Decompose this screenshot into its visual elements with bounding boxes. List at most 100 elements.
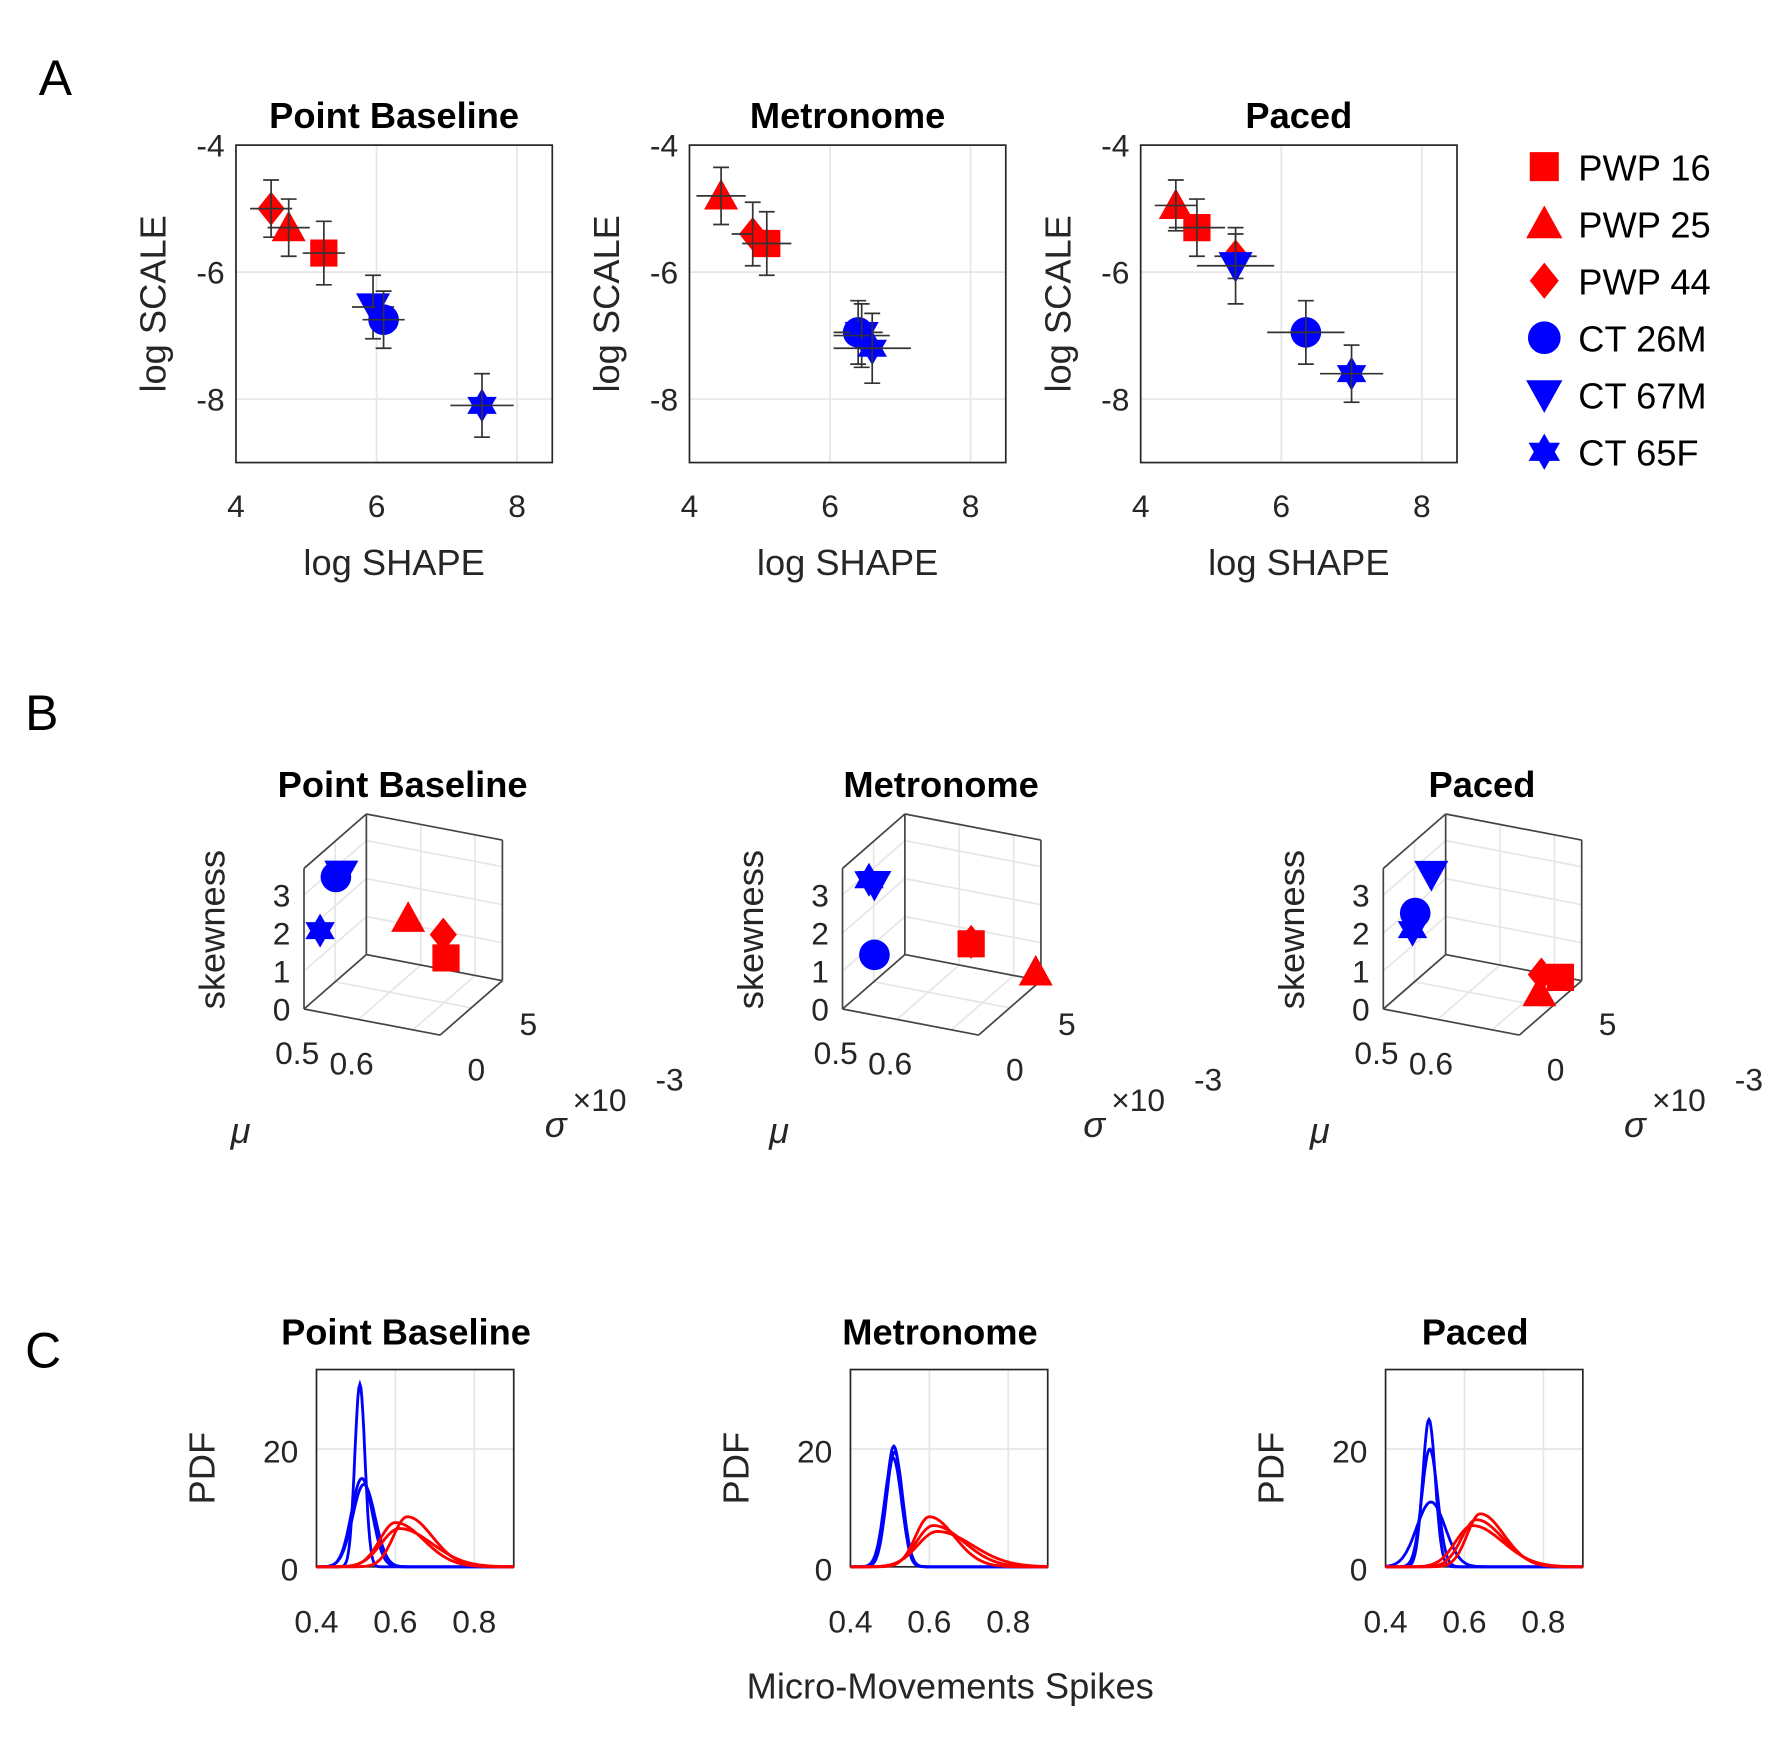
subplot-c-1: Metronome 0.4 0.6 0.8 0 20 PDF: [715, 1312, 1049, 1640]
z-tick-label: 0: [273, 991, 291, 1027]
y-tick-label: -8: [196, 381, 224, 417]
z-axis-label: skewness: [192, 850, 233, 1009]
data-point-pwp-25: [1522, 975, 1557, 1007]
data-point-ct-26m: [859, 939, 890, 971]
sigma-axis-label: σ: [1083, 1104, 1106, 1145]
y-tick-label: -6: [196, 254, 224, 290]
x-tick-label: 0.8: [1521, 1604, 1565, 1640]
axes-edge: [1445, 813, 1582, 841]
axes-edge: [1382, 813, 1447, 870]
y-axis-label: PDF: [181, 1432, 222, 1505]
grid-line: [366, 877, 503, 906]
error-bar: [1168, 198, 1226, 258]
x-tick-label: 0.4: [294, 1604, 338, 1640]
mu-axis-label: μ: [768, 1110, 789, 1151]
data-point-ct-65f: [305, 913, 335, 948]
axes-edge: [1382, 953, 1447, 1010]
x-tick-label: 0.8: [986, 1604, 1030, 1640]
pdf-curve-ct: [316, 1482, 514, 1569]
sigma-axis-label: σ: [545, 1104, 568, 1145]
legend-marker-ct-67m: [1526, 380, 1563, 413]
x-tick-label: 0.4: [828, 1604, 872, 1640]
error-bar: [1267, 299, 1345, 366]
z-tick-label: 2: [811, 915, 829, 951]
x-tick-label: 4: [227, 488, 245, 524]
x-tick-label: 0.8: [452, 1604, 496, 1640]
panel-c: Point Baseline 0.4 0.6 0.8 0 20 PDF Metronome 0.…: [181, 1312, 1584, 1640]
legend-marker-pwp-25: [1526, 205, 1563, 239]
axes-edge: [841, 813, 906, 870]
x-axis-label: log SHAPE: [1208, 542, 1389, 583]
y-tick-label: -4: [650, 127, 678, 163]
x-axis-label: log SHAPE: [757, 542, 938, 583]
mu-tick-label: 0.6: [1409, 1046, 1453, 1082]
subplot-c-0: Point Baseline 0.4 0.6 0.8 0 20 PDF: [181, 1312, 531, 1640]
x-axis-label: log SHAPE: [303, 542, 484, 583]
x-tick-label: 4: [1132, 488, 1150, 524]
error-bar: [833, 302, 890, 369]
subplot-title: Point Baseline: [278, 764, 528, 805]
axes-box: [1384, 1368, 1584, 1568]
data-point-ct-26m: [1399, 897, 1431, 929]
data-point-pwp-16: [1546, 963, 1575, 992]
pdf-curve-pwp: [316, 1527, 514, 1569]
sigma-exponent: ×10: [1111, 1082, 1165, 1118]
y-axis-label: log SCALE: [586, 215, 627, 392]
x-tick-label: 6: [821, 488, 839, 524]
axes-edge: [904, 953, 1042, 982]
legend-label: CT 26M: [1578, 318, 1706, 359]
mu-axis-label: μ: [230, 1110, 251, 1151]
legend-label: CT 67M: [1578, 375, 1706, 416]
x-tick-label: 8: [962, 488, 980, 524]
y-tick-label: -6: [1101, 254, 1129, 290]
z-tick-label: 1: [1352, 953, 1370, 989]
sigma-exponent-power: -3: [1735, 1062, 1763, 1098]
error-bar: [362, 290, 405, 350]
y-tick-label: 20: [263, 1434, 298, 1470]
sigma-tick-label: 5: [519, 1006, 537, 1042]
subplot-c-2: Paced 0.4 0.6 0.8 0 20 PDF: [1251, 1312, 1584, 1640]
grid-line: [366, 839, 503, 868]
subplot-title: Metronome: [843, 764, 1038, 805]
x-tick-label: 0.6: [373, 1604, 417, 1640]
panel-a: Point Baseline 4 6 8 -4 -6 -8 log SHAPE log SCAL…: [133, 95, 1458, 583]
x-tick-label: 4: [681, 488, 699, 524]
error-bar: [696, 166, 746, 226]
sigma-exponent: ×10: [1652, 1082, 1706, 1118]
panel-letter-c: C: [25, 1322, 61, 1378]
axes-box: [1139, 144, 1458, 464]
error-bar: [1319, 344, 1384, 404]
x-tick-label: 8: [1413, 488, 1431, 524]
error-bar: [833, 312, 911, 385]
panel-letter-a: A: [39, 50, 73, 106]
mu-tick-label: 0.6: [868, 1046, 912, 1082]
y-axis-label: PDF: [715, 1432, 756, 1505]
subplot-a-1: Metronome 4 6 8 -4 -6 -8 log SHAPE log SCALE: [586, 95, 1007, 583]
y-tick-label: 0: [815, 1551, 833, 1587]
subplot-title: Point Baseline: [269, 95, 519, 136]
legend-label: PWP 16: [1578, 147, 1710, 188]
x-tick-label: 6: [368, 488, 386, 524]
error-bar: [1154, 179, 1197, 232]
y-tick-label: 0: [1350, 1551, 1368, 1587]
sigma-tick-label: 5: [1058, 1006, 1076, 1042]
subplot-a-2: Paced 4 6 8 -4 -6 -8 log SHAPE log SCALE: [1037, 95, 1458, 583]
axes-edge: [366, 813, 503, 841]
sigma-exponent-power: -3: [1194, 1062, 1222, 1098]
grid-line: [1445, 915, 1582, 944]
axes-edge: [1383, 1008, 1520, 1036]
error-bar: [742, 210, 792, 277]
legend-marker-pwp-16: [1529, 152, 1559, 182]
axes-edge: [439, 980, 503, 1036]
data-point-pwp-44: [957, 924, 985, 959]
subplot-title: Metronome: [750, 95, 945, 136]
error-bar: [1196, 226, 1275, 305]
x-tick-label: 0.4: [1364, 1604, 1408, 1640]
x-tick-label: 0.6: [1442, 1604, 1486, 1640]
y-tick-label: -4: [1101, 127, 1129, 163]
legend-marker-pwp-44: [1529, 262, 1559, 299]
y-axis-label: PDF: [1251, 1432, 1292, 1505]
data-point-ct-67m: [1414, 860, 1449, 892]
